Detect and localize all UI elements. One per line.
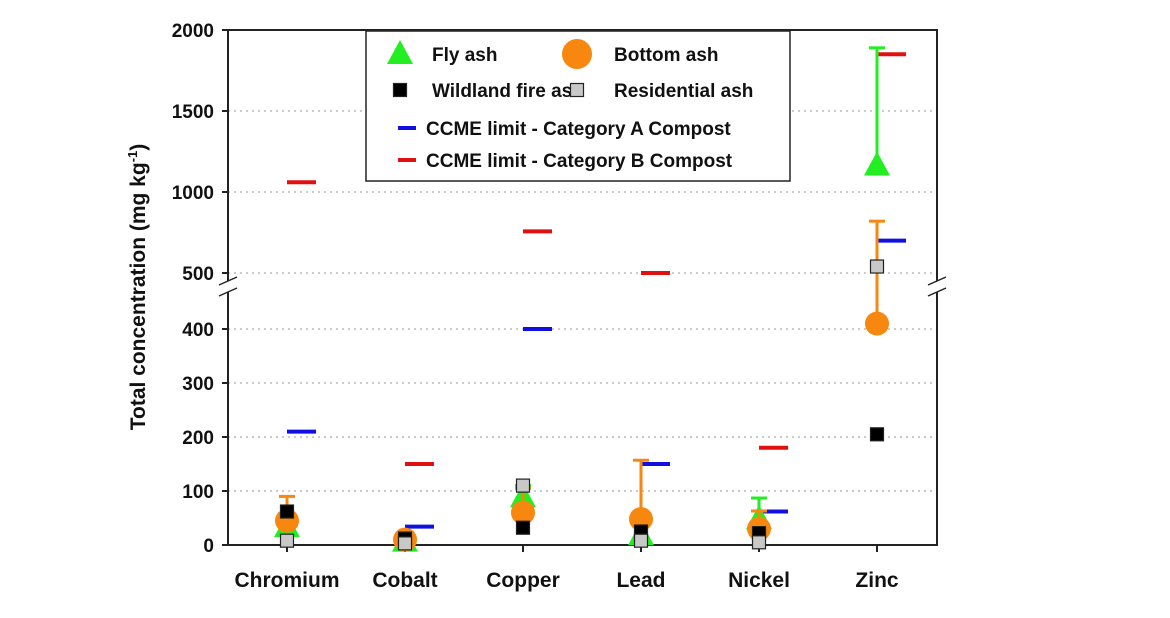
legend-item: Bottom ash (562, 39, 719, 69)
legend-label: Residential ash (614, 81, 753, 102)
y-tick-label: 1000 (172, 183, 214, 204)
x-tick-label-zinc: Zinc (855, 569, 898, 592)
x-tick-label-nickel: Nickel (728, 569, 790, 592)
legend-swatch (392, 82, 408, 98)
point-fly-ash (864, 151, 890, 176)
point-residential-ash (397, 536, 413, 551)
point-residential-ash (633, 533, 649, 548)
axes: 0 100 200 300 400 500 1000 1500 2000 Chromium Coba… (172, 21, 947, 592)
legend-label: Wildland fire ash (432, 81, 584, 102)
legend-swatch (387, 40, 413, 64)
axis-break-mark (218, 287, 238, 297)
legend-item: Fly ash (387, 40, 497, 66)
point-residential-ash (515, 478, 531, 493)
point-residential-ash (751, 535, 767, 550)
legend: Fly ash Bottom ash Wildland fire ash Reside… (365, 30, 791, 182)
y-axis-label: Total concentration (mg kg-1) (125, 144, 150, 431)
legend-label: Fly ash (432, 45, 497, 66)
y-tick-label: 1500 (172, 102, 214, 123)
y-tick-label: 2000 (172, 21, 214, 42)
point-wildland-fire-ash (869, 427, 885, 442)
legend-swatch (569, 82, 585, 98)
legend-item: CCME limit - Category A Compost (398, 119, 731, 140)
legend-label: CCME limit - Category B Compost (426, 151, 733, 172)
y-axis-label-superscript: -1 (125, 151, 140, 163)
legend-label: CCME limit - Category A Compost (426, 119, 731, 140)
legend-label: Bottom ash (614, 45, 719, 66)
legend-item: CCME limit - Category B Compost (398, 151, 733, 172)
legend-item: Residential ash (569, 81, 753, 102)
legend-swatch (562, 39, 592, 69)
point-wildland-fire-ash (279, 504, 295, 519)
axis-break-mark (218, 276, 238, 286)
plot-frame-upper (227, 29, 938, 281)
y-tick-label: 100 (182, 482, 214, 503)
y-tick-label: 300 (182, 374, 214, 395)
data-marks (274, 46, 906, 552)
y-tick-label: 500 (182, 264, 214, 285)
x-tick-label-cobalt: Cobalt (372, 569, 437, 592)
x-tick-label-chromium: Chromium (235, 569, 340, 592)
y-axis-label-close: ) (127, 144, 150, 151)
x-tick-label-copper: Copper (486, 569, 560, 592)
y-tick-label: 400 (182, 320, 214, 341)
point-bottom-ash (865, 311, 889, 336)
legend-item: Wildland fire ash (392, 81, 584, 102)
point-bottom-ash (511, 500, 535, 525)
x-tick-label-lead: Lead (616, 569, 665, 592)
point-residential-ash (279, 533, 295, 548)
point-residential-ash (869, 259, 885, 274)
axis-break-mark (927, 287, 947, 297)
plot-frame-lower (227, 292, 938, 546)
axis-break-mark (927, 276, 947, 286)
y-tick-label: 0 (203, 536, 214, 557)
y-tick-label: 200 (182, 428, 214, 449)
point-wildland-fire-ash (515, 520, 531, 535)
